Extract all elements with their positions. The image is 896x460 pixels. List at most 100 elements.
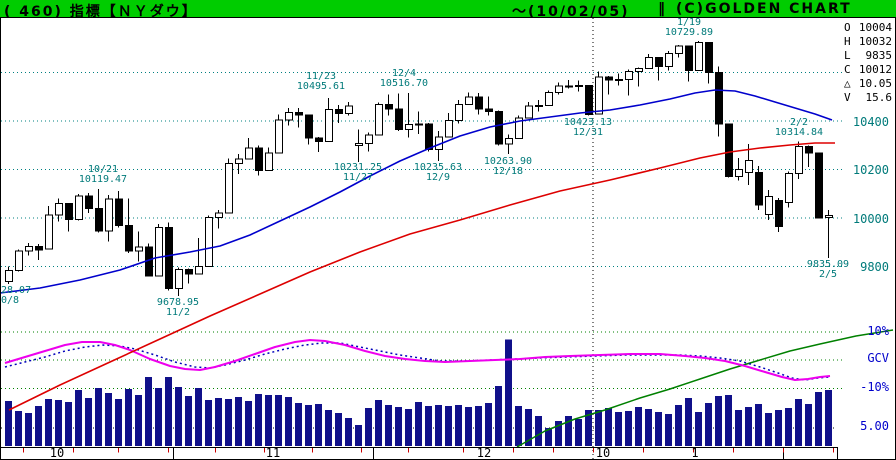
candle-down <box>705 42 713 73</box>
candle-down <box>755 171 763 206</box>
candle-down <box>335 108 343 114</box>
mid-ma-line <box>0 89 833 294</box>
volume-bar <box>785 407 792 446</box>
volume-bar <box>605 407 612 446</box>
volume-bar <box>355 425 362 446</box>
volume-bar <box>105 393 112 446</box>
candle-down <box>715 71 723 125</box>
candle-down <box>165 227 173 289</box>
candle-up <box>325 108 333 142</box>
volume-bar <box>215 398 222 446</box>
candle-up <box>665 53 673 67</box>
long-ma-line <box>8 142 835 411</box>
candle-down <box>805 146 813 154</box>
volume-bar <box>365 407 372 446</box>
candle-down <box>495 111 503 145</box>
volume-bar <box>495 385 502 446</box>
candle-down <box>185 269 193 275</box>
candle-down <box>315 137 323 142</box>
candle-down <box>305 114 313 139</box>
candle-up <box>505 138 513 145</box>
candle-up <box>765 195 773 216</box>
volume-bar <box>455 404 462 446</box>
title-copyright: (C)GOLDEN CHART <box>676 1 852 17</box>
volume-bar <box>705 403 712 446</box>
volume-bar <box>45 398 52 446</box>
volume-bar <box>385 404 392 446</box>
volume-bar <box>255 394 262 446</box>
candle-down <box>255 147 263 172</box>
candle-up <box>215 212 223 218</box>
volume-bar <box>695 412 702 446</box>
volume-bar <box>295 403 302 446</box>
volume-bar <box>685 398 692 446</box>
oscillator-slow-line <box>4 342 831 381</box>
candle-up <box>575 85 583 88</box>
candle-down <box>65 202 73 221</box>
candle-up <box>105 198 113 232</box>
candle-up <box>265 152 273 172</box>
candle-up <box>345 105 353 114</box>
volume-bar <box>115 398 122 446</box>
volume-bar <box>555 421 562 446</box>
candle-down <box>585 85 593 116</box>
title-separator: ‖ <box>658 1 667 17</box>
candle-down <box>385 103 393 110</box>
volume-bar <box>415 402 422 446</box>
candle-up <box>465 96 473 105</box>
candle-up <box>405 123 413 131</box>
volume-bar <box>525 408 532 446</box>
candle-up <box>205 216 213 268</box>
volume-bar <box>475 406 482 446</box>
volume-bar <box>825 389 832 446</box>
volume-bar <box>265 394 272 446</box>
volume-bar <box>135 394 142 446</box>
volume-bar <box>515 406 522 446</box>
candle-down <box>95 208 103 232</box>
candle-up <box>25 245 33 252</box>
volume-bar <box>315 403 322 446</box>
volume-bar <box>575 419 582 446</box>
volume-bar <box>165 376 172 446</box>
volume-bar <box>805 403 812 446</box>
volume-bar <box>635 407 642 446</box>
candle-up <box>445 119 453 138</box>
volume-bar <box>205 399 212 446</box>
candle-down <box>725 123 733 178</box>
candle-down <box>35 246 43 251</box>
volume-bar <box>645 408 652 446</box>
candle-up <box>745 160 753 174</box>
volume-bar <box>145 376 152 446</box>
volume-bar <box>465 407 472 446</box>
candle-up <box>195 266 203 275</box>
volume-bar <box>375 399 382 446</box>
candle-down <box>605 76 613 81</box>
candle-down <box>295 112 303 116</box>
volume-bar <box>715 395 722 446</box>
volume-bar <box>655 412 662 446</box>
volume-bar <box>445 406 452 446</box>
candle-up <box>135 246 143 252</box>
candle-up <box>795 146 803 175</box>
volume-bar <box>175 386 182 446</box>
candle-up <box>455 103 463 121</box>
candle-down <box>115 198 123 226</box>
volume-bar <box>95 388 102 446</box>
candle-down <box>425 123 433 150</box>
volume-bar <box>485 403 492 446</box>
candle-up <box>415 123 423 126</box>
candle-up <box>155 227 163 277</box>
candle-up <box>645 56 653 70</box>
volume-bar <box>505 339 512 446</box>
candle-up <box>225 163 233 214</box>
candle-up <box>75 195 83 221</box>
volume-bar <box>775 410 782 446</box>
candle-up <box>695 42 703 72</box>
volume-bar <box>65 402 72 446</box>
candle-down <box>775 200 783 228</box>
volume-bar <box>125 389 132 446</box>
candle-down <box>125 224 133 252</box>
candle-down <box>815 152 823 219</box>
